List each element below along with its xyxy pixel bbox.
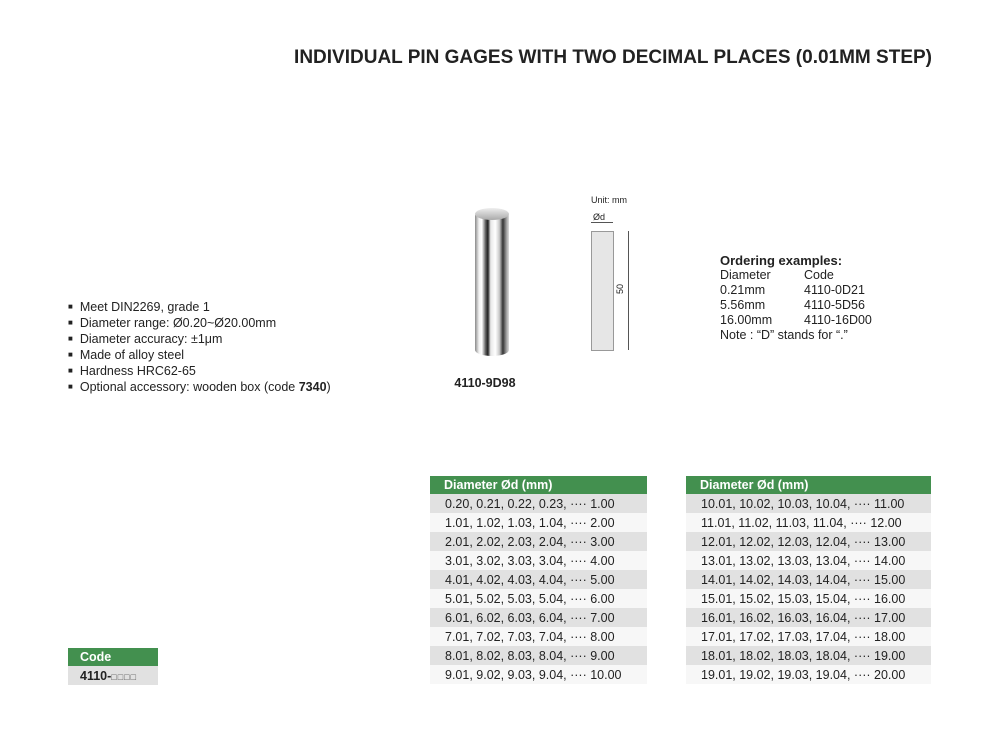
code-table: Code 4110-□□□□ (68, 648, 158, 685)
ordering-examples: Ordering examples: Diameter Code 0.21mm 41… (720, 253, 872, 343)
code-header: Code (68, 648, 158, 666)
table-row: 7.01, 7.02, 7.03, 7.04, ···· 8.00 (430, 627, 647, 646)
table-cell: 6.01, 6.02, 6.03, 6.04, ···· 7.00 (430, 608, 647, 627)
feature-item: Made of alloy steel (68, 348, 331, 364)
ordering-note: Note : “D” stands for “.” (720, 328, 848, 342)
diameter-dimension-line (591, 222, 613, 223)
table-row: 10.01, 10.02, 10.03, 10.04, ···· 11.00 (686, 494, 931, 513)
feature-item: Meet DIN2269, grade 1 (68, 300, 331, 316)
length-dimension-line (628, 231, 629, 350)
ordering-header: Code (804, 268, 834, 282)
ordering-title: Ordering examples: (720, 253, 843, 268)
code-value: 4110-□□□□ (68, 666, 158, 685)
code-boxes: □□□□ (111, 671, 138, 682)
table-row: 6.01, 6.02, 6.03, 6.04, ···· 7.00 (430, 608, 647, 627)
table-header: Diameter Ød (mm) (686, 476, 931, 494)
table-cell: 1.01, 1.02, 1.03, 1.04, ···· 2.00 (430, 513, 647, 532)
ordering-diameter: 0.21mm (720, 283, 766, 297)
table-row: 11.01, 11.02, 11.03, 11.04, ···· 12.00 (686, 513, 931, 532)
table-cell: 5.01, 5.02, 5.03, 5.04, ···· 6.00 (430, 589, 647, 608)
product-model: 4110-9D98 (454, 376, 516, 390)
table-cell: 16.01, 16.02, 16.03, 16.04, ···· 17.00 (686, 608, 931, 627)
length-label: 50 (615, 283, 626, 295)
table-row: 15.01, 15.02, 15.03, 15.04, ···· 16.00 (686, 589, 931, 608)
table-cell: 10.01, 10.02, 10.03, 10.04, ···· 11.00 (686, 494, 931, 513)
feature-item: Diameter range: Ø0.20~Ø20.00mm (68, 316, 331, 332)
table-cell: 14.01, 14.02, 14.03, 14.04, ···· 15.00 (686, 570, 931, 589)
pin-gage-image (475, 210, 509, 356)
accessory-text: Optional accessory: wooden box (code (79, 380, 299, 394)
table-header: Diameter Ød (mm) (430, 476, 647, 494)
table-cell: 2.01, 2.02, 2.03, 2.04, ···· 3.00 (430, 532, 647, 551)
table-cell: 4.01, 4.02, 4.03, 4.04, ···· 5.00 (430, 570, 647, 589)
ordering-code: 4110-16D00 (804, 313, 872, 327)
table-row: 0.20, 0.21, 0.22, 0.23, ···· 1.00 (430, 494, 647, 513)
feature-item: Hardness HRC62-65 (68, 364, 331, 380)
feature-item: Diameter accuracy: ±1μm (68, 332, 331, 348)
table-cell: 9.01, 9.02, 9.03, 9.04, ···· 10.00 (430, 665, 647, 684)
table-cell: 18.01, 18.02, 18.03, 18.04, ···· 19.00 (686, 646, 931, 665)
table-row: 8.01, 8.02, 8.03, 8.04, ···· 9.00 (430, 646, 647, 665)
table-cell: 15.01, 15.02, 15.03, 15.04, ···· 16.00 (686, 589, 931, 608)
table-row: 14.01, 14.02, 14.03, 14.04, ···· 15.00 (686, 570, 931, 589)
table-cell: 3.01, 3.02, 3.03, 3.04, ···· 4.00 (430, 551, 647, 570)
table-cell: 8.01, 8.02, 8.03, 8.04, ···· 9.00 (430, 646, 647, 665)
feature-item: Optional accessory: wooden box (code 734… (68, 380, 331, 396)
pin-gage-top (475, 208, 509, 220)
table-row: 17.01, 17.02, 17.03, 17.04, ···· 18.00 (686, 627, 931, 646)
table-row: 16.01, 16.02, 16.03, 16.04, ···· 17.00 (686, 608, 931, 627)
diameter-table-left: Diameter Ød (mm) 0.20, 0.21, 0.22, 0.23, … (430, 476, 647, 684)
accessory-close: ) (326, 380, 331, 394)
table-row: 12.01, 12.02, 12.03, 12.04, ···· 13.00 (686, 532, 931, 551)
table-cell: 19.01, 19.02, 19.03, 19.04, ···· 20.00 (686, 665, 931, 684)
table-row: 18.01, 18.02, 18.03, 18.04, ···· 19.00 (686, 646, 931, 665)
table-row: 4.01, 4.02, 4.03, 4.04, ···· 5.00 (430, 570, 647, 589)
table-row: 9.01, 9.02, 9.03, 9.04, ···· 10.00 (430, 665, 647, 684)
table-row: 19.01, 19.02, 19.03, 19.04, ···· 20.00 (686, 665, 931, 684)
table-cell: 13.01, 13.02, 13.03, 13.04, ···· 14.00 (686, 551, 931, 570)
table-row: 13.01, 13.02, 13.03, 13.04, ···· 14.00 (686, 551, 931, 570)
table-cell: 17.01, 17.02, 17.03, 17.04, ···· 18.00 (686, 627, 931, 646)
ordering-code: 4110-5D56 (804, 298, 865, 312)
table-cell: 12.01, 12.02, 12.03, 12.04, ···· 13.00 (686, 532, 931, 551)
table-cell: 11.01, 11.02, 11.03, 11.04, ···· 12.00 (686, 513, 931, 532)
code-prefix: 4110- (80, 668, 112, 683)
unit-label: Unit: mm (591, 195, 627, 205)
table-row: 2.01, 2.02, 2.03, 2.04, ···· 3.00 (430, 532, 647, 551)
table-row: 5.01, 5.02, 5.03, 5.04, ···· 6.00 (430, 589, 647, 608)
diameter-table-right: Diameter Ød (mm) 10.01, 10.02, 10.03, 10.… (686, 476, 931, 684)
table-cell: 0.20, 0.21, 0.22, 0.23, ···· 1.00 (430, 494, 647, 513)
diameter-label: Ød (593, 212, 606, 222)
accessory-code: 7340 (298, 380, 327, 394)
table-cell: 7.01, 7.02, 7.03, 7.04, ···· 8.00 (430, 627, 647, 646)
pin-drawing (591, 231, 614, 351)
ordering-diameter: 5.56mm (720, 298, 766, 312)
ordering-diameter: 16.00mm (720, 313, 773, 327)
feature-list: Meet DIN2269, grade 1 Diameter range: Ø0… (68, 300, 331, 396)
page-title: INDIVIDUAL PIN GAGES WITH TWO DECIMAL PL… (294, 47, 932, 68)
table-row: 1.01, 1.02, 1.03, 1.04, ···· 2.00 (430, 513, 647, 532)
ordering-code: 4110-0D21 (804, 283, 865, 297)
ordering-header: Diameter (720, 268, 771, 282)
table-row: 3.01, 3.02, 3.03, 3.04, ···· 4.00 (430, 551, 647, 570)
